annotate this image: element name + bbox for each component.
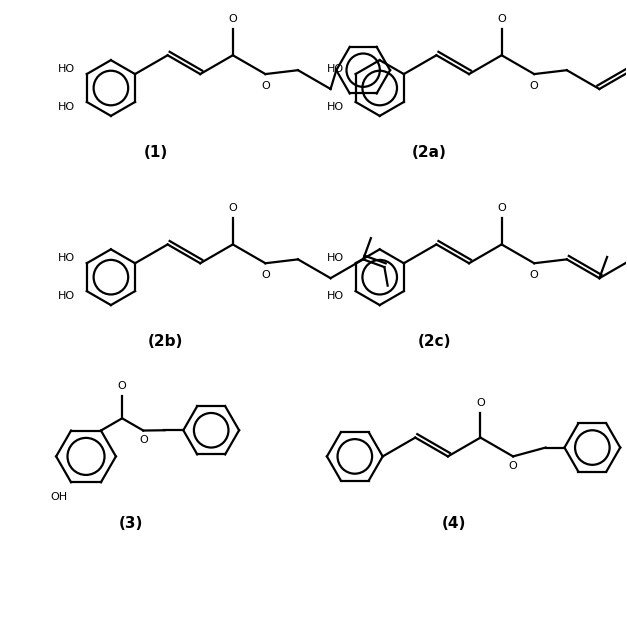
Text: HO: HO bbox=[58, 102, 75, 112]
Text: O: O bbox=[530, 270, 539, 280]
Text: HO: HO bbox=[58, 64, 75, 74]
Text: O: O bbox=[228, 203, 237, 213]
Text: HO: HO bbox=[327, 291, 344, 301]
Text: O: O bbox=[497, 14, 506, 24]
Text: O: O bbox=[228, 14, 237, 24]
Text: O: O bbox=[508, 462, 517, 471]
Text: O: O bbox=[497, 203, 506, 213]
Text: O: O bbox=[476, 398, 485, 408]
Text: HO: HO bbox=[58, 254, 75, 263]
Text: O: O bbox=[261, 270, 270, 280]
Text: (3): (3) bbox=[119, 516, 143, 531]
Text: OH: OH bbox=[51, 492, 68, 502]
Text: O: O bbox=[139, 435, 148, 446]
Text: HO: HO bbox=[327, 102, 344, 112]
Text: (1): (1) bbox=[144, 145, 168, 160]
Text: O: O bbox=[261, 81, 270, 91]
Text: (2a): (2a) bbox=[412, 145, 447, 160]
Text: O: O bbox=[530, 81, 539, 91]
Text: HO: HO bbox=[58, 291, 75, 301]
Text: (2b): (2b) bbox=[148, 334, 183, 349]
Text: (2c): (2c) bbox=[418, 334, 451, 349]
Text: O: O bbox=[118, 381, 127, 391]
Text: (4): (4) bbox=[442, 516, 466, 531]
Text: HO: HO bbox=[327, 64, 344, 74]
Text: HO: HO bbox=[327, 254, 344, 263]
